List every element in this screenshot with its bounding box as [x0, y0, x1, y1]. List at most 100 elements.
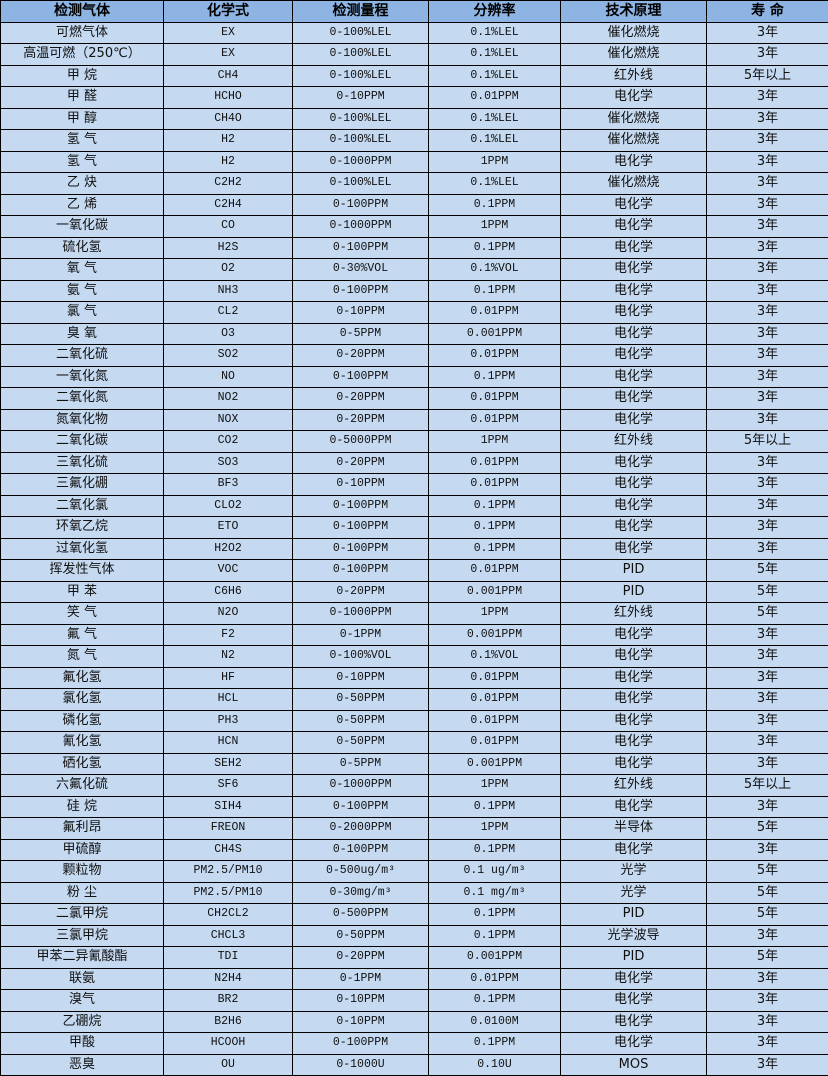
cell-measuring-range: 0-20PPM — [293, 409, 429, 431]
cell-chemical-formula: VOC — [164, 560, 293, 582]
cell-chemical-formula: OU — [164, 1054, 293, 1076]
cell-measuring-range: 0-10PPM — [293, 87, 429, 109]
cell-measuring-range: 0-100PPM — [293, 560, 429, 582]
cell-measuring-range: 0-1000PPM — [293, 603, 429, 625]
cell-chemical-formula: H2S — [164, 237, 293, 259]
cell-lifespan: 3年 — [707, 87, 828, 109]
cell-measuring-range: 0-30%VOL — [293, 259, 429, 281]
cell-measuring-range: 0-100%LEL — [293, 22, 429, 44]
cell-principle: 电化学 — [561, 388, 707, 410]
cell-chemical-formula: HCN — [164, 732, 293, 754]
cell-gas-name: 二氧化氯 — [1, 495, 164, 517]
cell-gas-name: 氢 气 — [1, 130, 164, 152]
cell-principle: 电化学 — [561, 689, 707, 711]
cell-measuring-range: 0-1PPM — [293, 624, 429, 646]
cell-chemical-formula: F2 — [164, 624, 293, 646]
cell-chemical-formula: HF — [164, 667, 293, 689]
cell-resolution: 0.1PPM — [429, 538, 561, 560]
cell-measuring-range: 0-50PPM — [293, 925, 429, 947]
cell-resolution: 0.01PPM — [429, 345, 561, 367]
cell-gas-name: 甲 醛 — [1, 87, 164, 109]
cell-resolution: 0.01PPM — [429, 560, 561, 582]
cell-principle: 催化燃烧 — [561, 130, 707, 152]
cell-principle: PID — [561, 947, 707, 969]
cell-chemical-formula: C6H6 — [164, 581, 293, 603]
cell-gas-name: 氮氧化物 — [1, 409, 164, 431]
cell-gas-name: 甲 醇 — [1, 108, 164, 130]
cell-chemical-formula: NO2 — [164, 388, 293, 410]
cell-measuring-range: 0-100%LEL — [293, 108, 429, 130]
cell-resolution: 0.1%LEL — [429, 173, 561, 195]
cell-chemical-formula: SF6 — [164, 775, 293, 797]
cell-resolution: 0.01PPM — [429, 968, 561, 990]
cell-chemical-formula: SO2 — [164, 345, 293, 367]
cell-principle: 红外线 — [561, 775, 707, 797]
cell-resolution: 0.1PPM — [429, 237, 561, 259]
cell-gas-name: 氟 气 — [1, 624, 164, 646]
cell-measuring-range: 0-10PPM — [293, 990, 429, 1012]
cell-resolution: 0.1%LEL — [429, 65, 561, 87]
cell-measuring-range: 0-100PPM — [293, 194, 429, 216]
cell-lifespan: 3年 — [707, 732, 828, 754]
cell-chemical-formula: PH3 — [164, 710, 293, 732]
cell-principle: 红外线 — [561, 431, 707, 453]
cell-resolution: 0.01PPM — [429, 710, 561, 732]
cell-resolution: 0.01PPM — [429, 388, 561, 410]
cell-chemical-formula: CO — [164, 216, 293, 238]
cell-gas-name: 氢 气 — [1, 151, 164, 173]
cell-principle: 电化学 — [561, 237, 707, 259]
cell-lifespan: 5年 — [707, 581, 828, 603]
header-row: 检测气体化学式检测量程分辨率技术原理寿 命 — [1, 1, 828, 23]
cell-measuring-range: 0-20PPM — [293, 947, 429, 969]
cell-principle: 红外线 — [561, 603, 707, 625]
cell-principle: 光学波导 — [561, 925, 707, 947]
cell-lifespan: 3年 — [707, 388, 828, 410]
cell-chemical-formula: B2H6 — [164, 1011, 293, 1033]
cell-chemical-formula: CH4O — [164, 108, 293, 130]
cell-principle: 催化燃烧 — [561, 108, 707, 130]
cell-measuring-range: 0-10PPM — [293, 302, 429, 324]
cell-gas-name: 二氧化碳 — [1, 431, 164, 453]
cell-gas-name: 乙 烯 — [1, 194, 164, 216]
cell-principle: 催化燃烧 — [561, 44, 707, 66]
header-measuring-range: 检测量程 — [293, 1, 429, 23]
cell-gas-name: 臭 氧 — [1, 323, 164, 345]
cell-principle: 电化学 — [561, 624, 707, 646]
cell-chemical-formula: PM2.5/PM10 — [164, 861, 293, 883]
cell-gas-name: 乙硼烷 — [1, 1011, 164, 1033]
cell-principle: 电化学 — [561, 280, 707, 302]
cell-gas-name: 过氧化氢 — [1, 538, 164, 560]
cell-lifespan: 5年 — [707, 882, 828, 904]
cell-principle: 光学 — [561, 882, 707, 904]
cell-chemical-formula: BF3 — [164, 474, 293, 496]
cell-principle: 电化学 — [561, 452, 707, 474]
header-lifespan: 寿 命 — [707, 1, 828, 23]
cell-principle: 光学 — [561, 861, 707, 883]
cell-measuring-range: 0-100PPM — [293, 366, 429, 388]
cell-measuring-range: 0-2000PPM — [293, 818, 429, 840]
cell-chemical-formula: NO — [164, 366, 293, 388]
cell-resolution: 0.01PPM — [429, 452, 561, 474]
cell-chemical-formula: N2H4 — [164, 968, 293, 990]
cell-lifespan: 3年 — [707, 474, 828, 496]
cell-measuring-range: 0-100PPM — [293, 495, 429, 517]
cell-resolution: 0.01PPM — [429, 689, 561, 711]
cell-resolution: 0.1%LEL — [429, 44, 561, 66]
cell-lifespan: 3年 — [707, 538, 828, 560]
cell-lifespan: 5年 — [707, 603, 828, 625]
cell-measuring-range: 0-50PPM — [293, 732, 429, 754]
